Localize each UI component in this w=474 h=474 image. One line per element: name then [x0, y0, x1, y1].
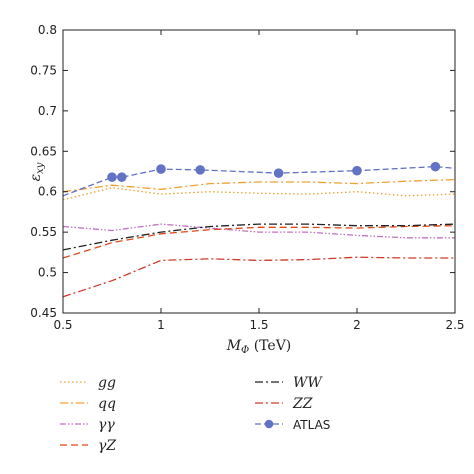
y-tick-label: 0.5 — [38, 266, 57, 280]
x-tick-label: 1 — [157, 318, 165, 332]
atlas-point — [195, 165, 205, 175]
atlas-point — [430, 161, 441, 172]
atlas-point — [273, 168, 284, 178]
y-axis-label: εxy — [28, 162, 46, 181]
atlas-point — [107, 172, 117, 182]
series-line-γZ — [62, 225, 456, 259]
atlas-point — [117, 172, 127, 182]
atlas-point — [352, 165, 362, 176]
legend-label-ATLAS: ATLAS — [293, 418, 330, 432]
series-line-γγ — [62, 223, 455, 239]
atlas-markers — [107, 161, 441, 182]
axis-ticks: 0.5 1 1.5 2 2.50.450.50.550.60.650.70.750.8 — [30, 23, 464, 332]
legend-label-gg: gg — [98, 375, 116, 391]
y-tick-label: 0.45 — [30, 306, 57, 320]
y-tick-label: 0.65 — [30, 144, 57, 158]
legend-label-ZZ: ZZ — [292, 396, 313, 412]
plot-frame — [62, 29, 456, 314]
x-axis-label: MΦ (TeV) — [226, 338, 292, 356]
y-tick-label: 0.75 — [30, 63, 57, 77]
legend-label-γγ: γγ — [98, 417, 115, 433]
x-tick-label: 2 — [353, 318, 361, 332]
series-line-ZZ — [62, 256, 455, 298]
legend-marker — [264, 419, 274, 429]
series-line-qq — [62, 178, 456, 193]
legend: gg qq γγ γZ WW ZZ ATLAS — [60, 375, 330, 454]
x-tick-label: 0.5 — [53, 318, 72, 332]
legend-label-qq: qq — [98, 396, 116, 412]
y-tick-label: 0.8 — [38, 23, 57, 37]
y-tick-label: 0.7 — [38, 104, 57, 118]
plot-lines — [62, 165, 456, 298]
atlas-point — [156, 164, 166, 174]
legend-label-WW: WW — [293, 375, 323, 391]
series-line-gg — [62, 187, 456, 201]
y-tick-label: 0.55 — [30, 225, 57, 239]
x-tick-label: 1.5 — [249, 318, 268, 332]
x-tick-label: 2.5 — [445, 318, 464, 332]
y-tick-label: 0.6 — [38, 185, 57, 199]
legend-label-γZ: γZ — [98, 438, 116, 454]
series-line-WW — [62, 223, 456, 251]
